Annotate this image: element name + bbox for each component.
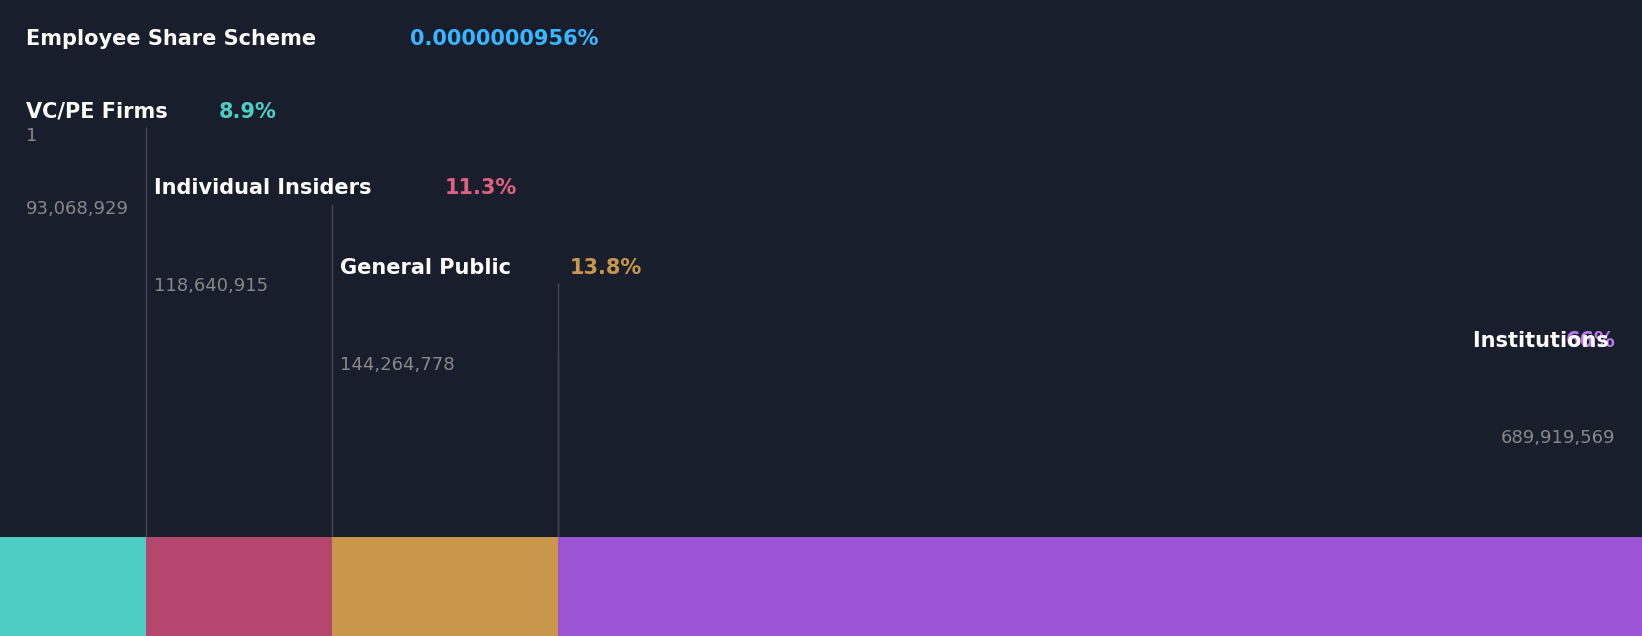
Text: 11.3%: 11.3%	[445, 178, 517, 198]
Text: Institutions: Institutions	[1473, 331, 1616, 350]
Bar	[0, 537, 146, 636]
Text: 13.8%: 13.8%	[570, 258, 642, 277]
Text: 93,068,929: 93,068,929	[26, 200, 130, 218]
Text: Individual Insiders: Individual Insiders	[154, 178, 379, 198]
Text: 118,640,915: 118,640,915	[154, 277, 269, 294]
Text: 1: 1	[26, 127, 38, 145]
Text: 0.0000000956%: 0.0000000956%	[410, 29, 598, 48]
Bar	[558, 537, 1642, 636]
Bar	[332, 537, 558, 636]
Text: 66%: 66%	[1566, 331, 1616, 350]
Bar	[146, 537, 332, 636]
Text: Employee Share Scheme: Employee Share Scheme	[26, 29, 323, 48]
Text: 144,264,778: 144,264,778	[340, 356, 455, 374]
Text: 8.9%: 8.9%	[218, 102, 276, 121]
Text: General Public: General Public	[340, 258, 519, 277]
Text: VC/PE Firms: VC/PE Firms	[26, 102, 176, 121]
Text: 689,919,569: 689,919,569	[1501, 429, 1616, 447]
